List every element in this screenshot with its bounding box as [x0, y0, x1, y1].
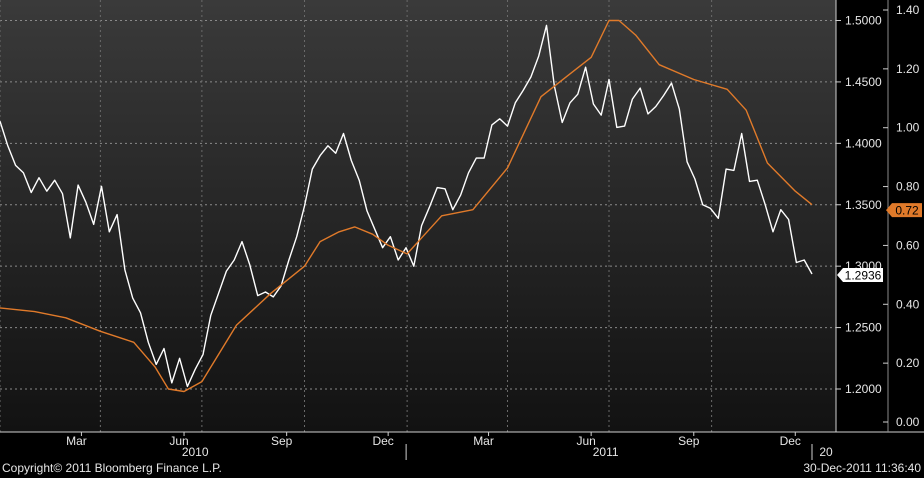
y-tick-label-left: 1.4500: [845, 75, 882, 89]
grid: [0, 0, 836, 432]
y-tick-label-right: 0.00: [896, 415, 920, 429]
axes: 1.20001.25001.30001.35001.40001.45001.50…: [0, 0, 924, 460]
x-tick-label-month: Jun: [576, 434, 595, 448]
x-tick-label-month: Jun: [169, 434, 188, 448]
y-tick-label-left: 1.5000: [845, 14, 882, 28]
last-indicator-label-text: 0.72: [895, 204, 919, 218]
x-tick-label-month: Sep: [678, 434, 700, 448]
y-tick-label-left: 1.4000: [845, 136, 882, 150]
y-tick-label-left: 1.3500: [845, 198, 882, 212]
last-price-label-tag: [837, 268, 883, 283]
y-tick-label-right: 0.60: [896, 238, 920, 252]
last-indicator-label: 0.72: [886, 203, 922, 218]
plot-background: [0, 0, 836, 432]
x-tick-label-month: Dec: [780, 434, 801, 448]
footer-copyright: Copyright© 2011 Bloomberg Finance L.P.: [2, 461, 222, 475]
y-tick-label-right: 1.40: [896, 3, 920, 17]
last-price-label-text: 1.2936: [845, 269, 882, 283]
y-tick-label-right: 0.80: [896, 180, 920, 194]
footer-timestamp: 30-Dec-2011 11:36:40: [803, 461, 921, 475]
y-tick-label-right: 1.20: [896, 62, 920, 76]
x-tick-label-year: 2010: [182, 445, 209, 459]
last-price-label: 1.2936: [837, 268, 883, 283]
series-layer: [0, 19, 813, 393]
y-tick-label-right: 1.00: [896, 121, 920, 135]
y-tick-label-left: 1.2000: [845, 382, 882, 396]
series-line-price: [0, 24, 813, 388]
x-tick-label-month: Mar: [66, 434, 87, 448]
x-tick-label-month: Sep: [271, 434, 293, 448]
y-tick-label-right: 0.40: [896, 297, 920, 311]
x-tick-label-month: Mar: [473, 434, 494, 448]
y-tick-label-right: 0.20: [896, 356, 920, 370]
x-tick-label-year: 20: [819, 445, 833, 459]
last-indicator-label-tag: [886, 203, 922, 218]
last-value-labels: 1.2936 0.72: [837, 203, 922, 283]
series-line-indicator: [0, 19, 813, 393]
y-tick-label-left: 1.2500: [845, 321, 882, 335]
x-tick-label-year: 2011: [593, 445, 619, 459]
x-tick-label-month: Dec: [372, 434, 393, 448]
